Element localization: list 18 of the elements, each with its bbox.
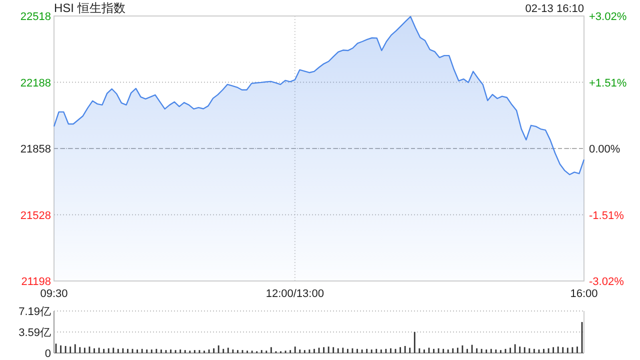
xtick: 16:00 xyxy=(570,288,598,300)
ytick: 7.19亿 xyxy=(18,306,51,318)
ytick: 21528 xyxy=(20,210,51,222)
y2tick: -1.51% xyxy=(589,210,624,222)
annotation: 02-13 16:10 xyxy=(525,3,584,15)
y2tick: -3.02% xyxy=(589,276,624,288)
xtick: 09:30 xyxy=(40,288,68,300)
title: HSI 恒生指数 xyxy=(54,1,126,15)
xtick: 12:00/13:00 xyxy=(266,288,324,300)
y2tick: 0.00% xyxy=(589,144,620,156)
ytick: 21858 xyxy=(20,144,51,156)
ytick: 22518 xyxy=(20,11,51,23)
ytick: 0 xyxy=(44,348,51,360)
ytick: 3.59亿 xyxy=(18,327,51,340)
ytick: 21198 xyxy=(21,276,51,288)
y2tick: +1.51% xyxy=(589,77,627,90)
y2tick: +3.02% xyxy=(589,11,627,23)
ytick: 22188 xyxy=(20,77,51,90)
